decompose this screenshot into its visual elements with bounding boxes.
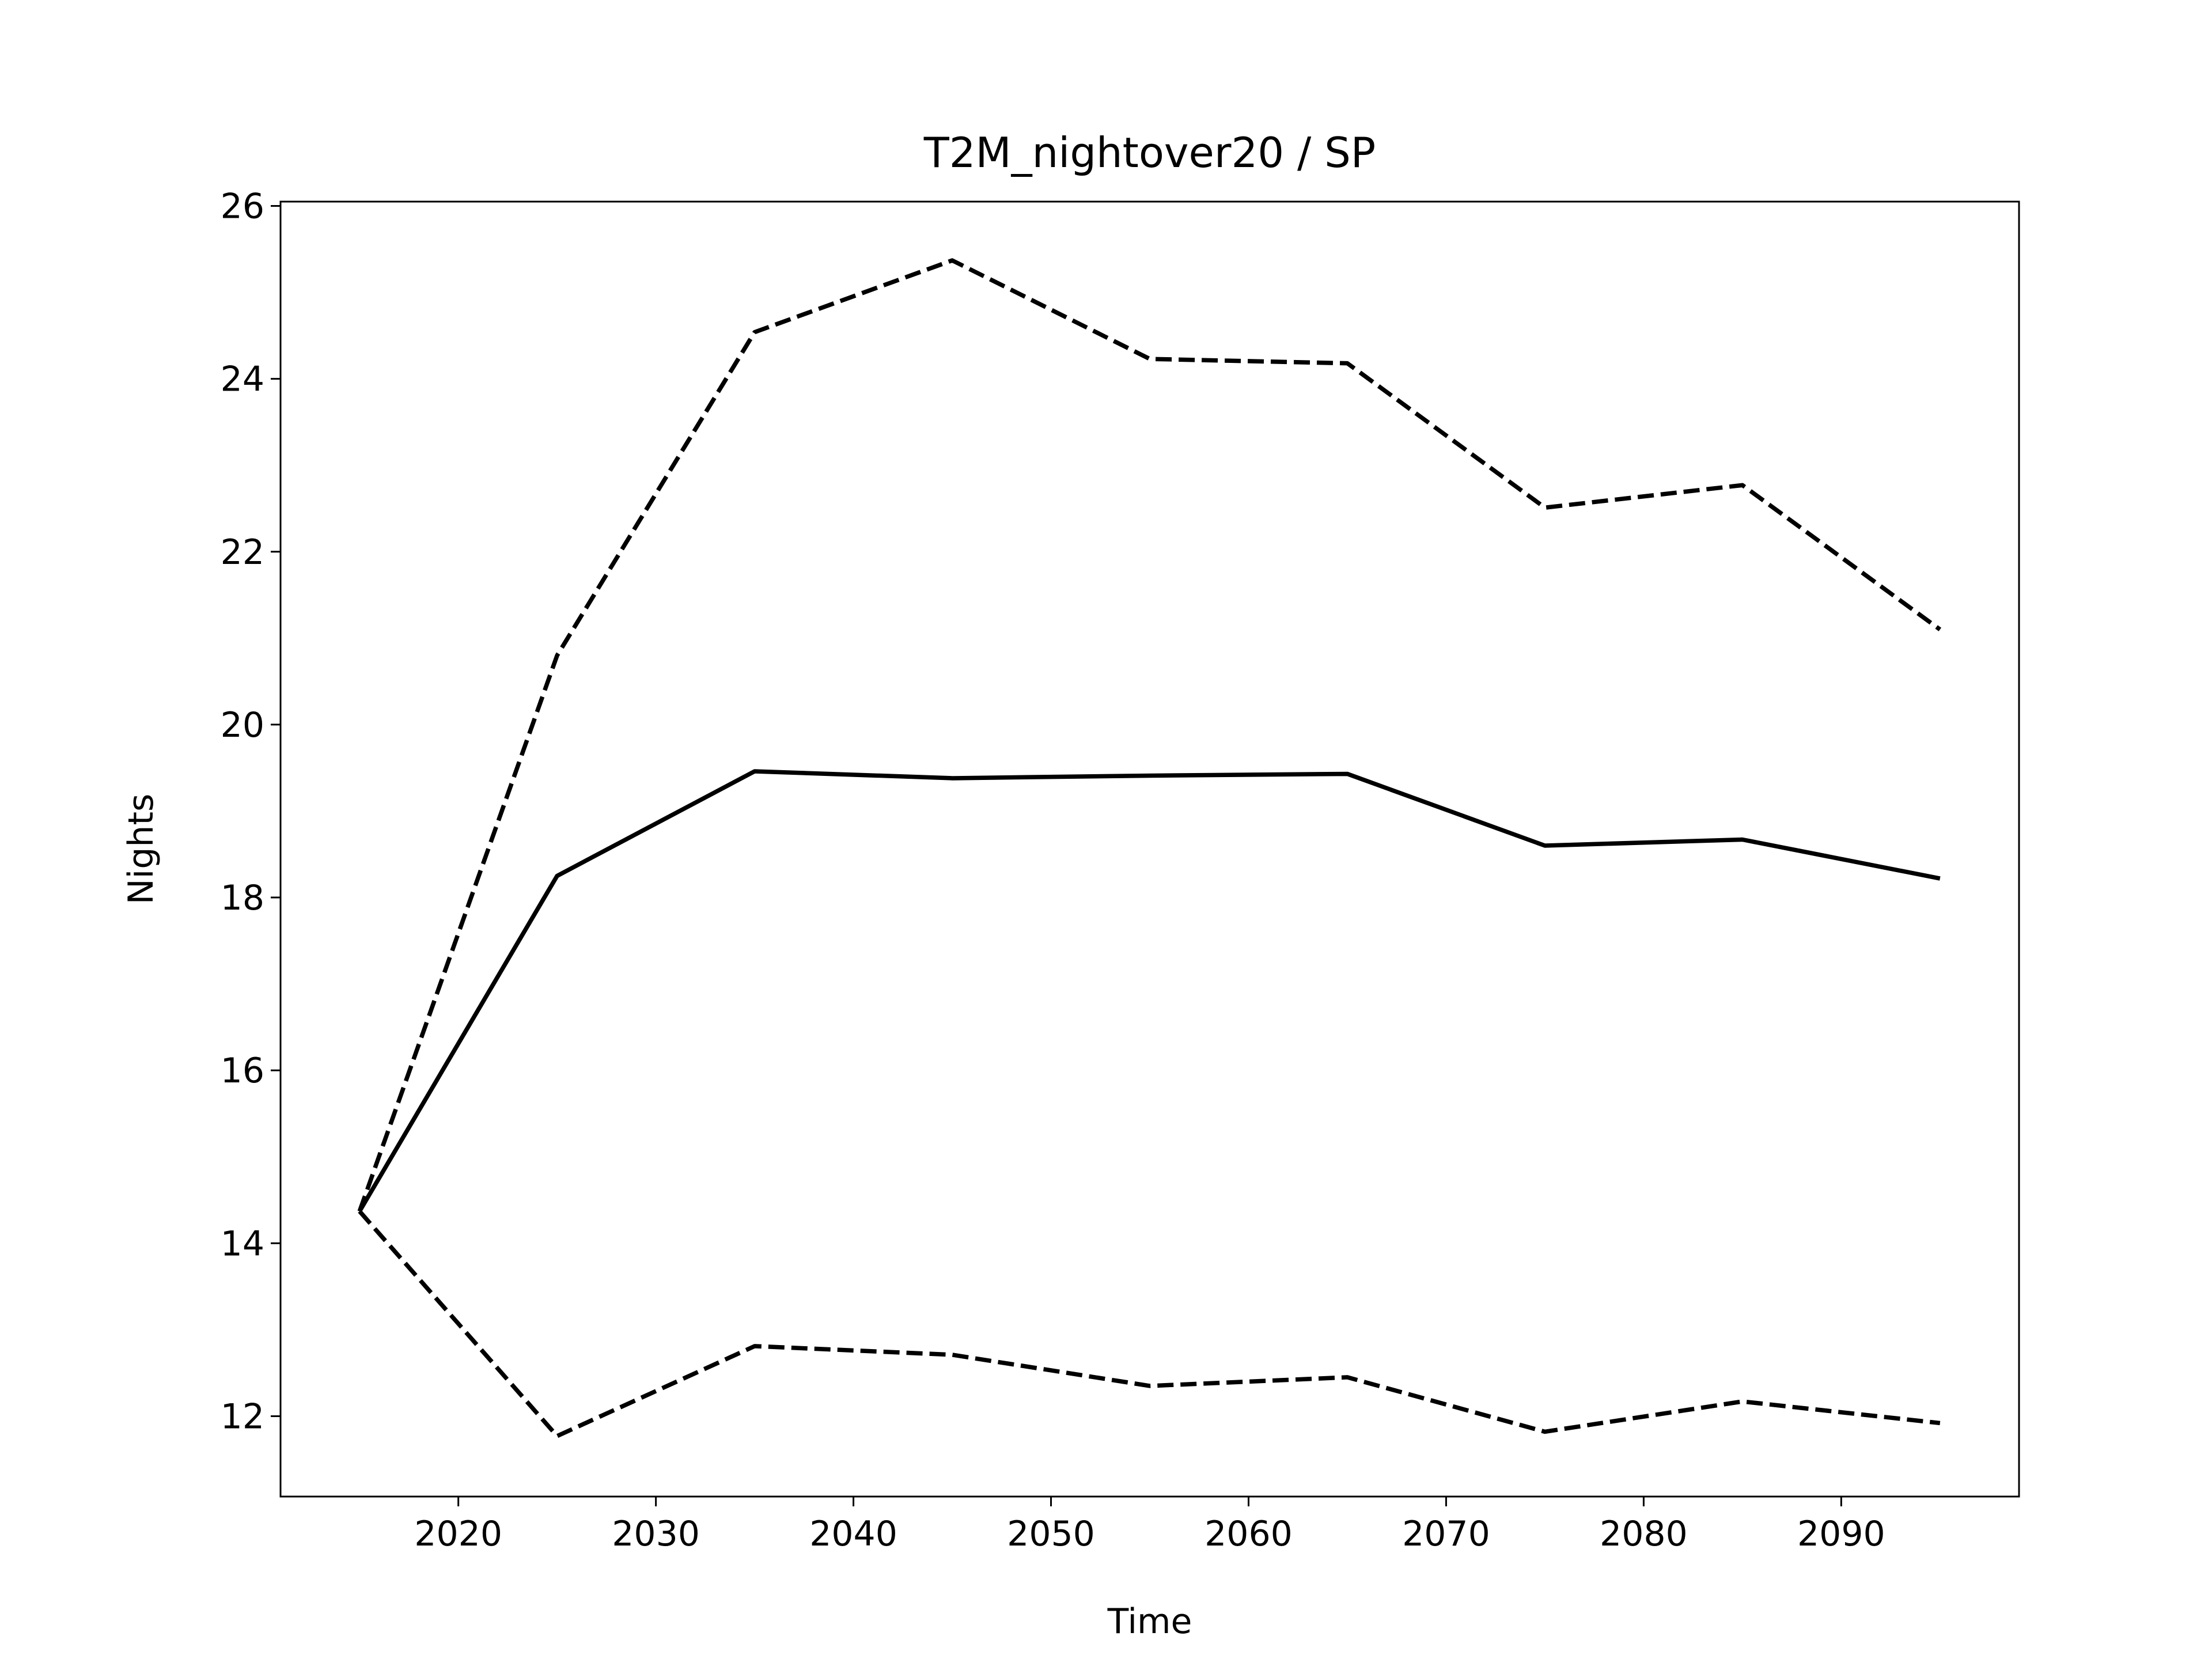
y-axis-label: Nights bbox=[121, 794, 161, 904]
line-series bbox=[357, 769, 1941, 1213]
x-tick-label: 2050 bbox=[1007, 1514, 1095, 1554]
x-tick-label: 2060 bbox=[1205, 1514, 1293, 1554]
x-tick-label: 2080 bbox=[1600, 1514, 1688, 1554]
y-tick-label: 20 bbox=[221, 705, 264, 745]
y-tick-label: 18 bbox=[221, 878, 264, 918]
y-tick-label: 12 bbox=[221, 1396, 264, 1437]
y-tick-label: 14 bbox=[221, 1224, 264, 1264]
chart-title: T2M_nightover20 / SP bbox=[923, 128, 1376, 177]
y-tick-label: 26 bbox=[221, 187, 264, 227]
line-series bbox=[358, 1210, 1941, 1438]
x-tick-label: 2090 bbox=[1797, 1514, 1885, 1554]
x-tick-label: 2020 bbox=[414, 1514, 502, 1554]
x-tick-label: 2070 bbox=[1402, 1514, 1490, 1554]
plot-frame bbox=[279, 200, 2020, 1498]
x-tick-label: 2040 bbox=[809, 1514, 897, 1554]
y-tick-label: 24 bbox=[221, 359, 264, 400]
y-tick-label: 16 bbox=[221, 1051, 264, 1091]
x-axis-label: Time bbox=[1107, 1601, 1192, 1642]
x-tick-label: 2030 bbox=[612, 1514, 700, 1554]
y-tick-label: 22 bbox=[221, 532, 264, 573]
line-series bbox=[357, 258, 1942, 1213]
